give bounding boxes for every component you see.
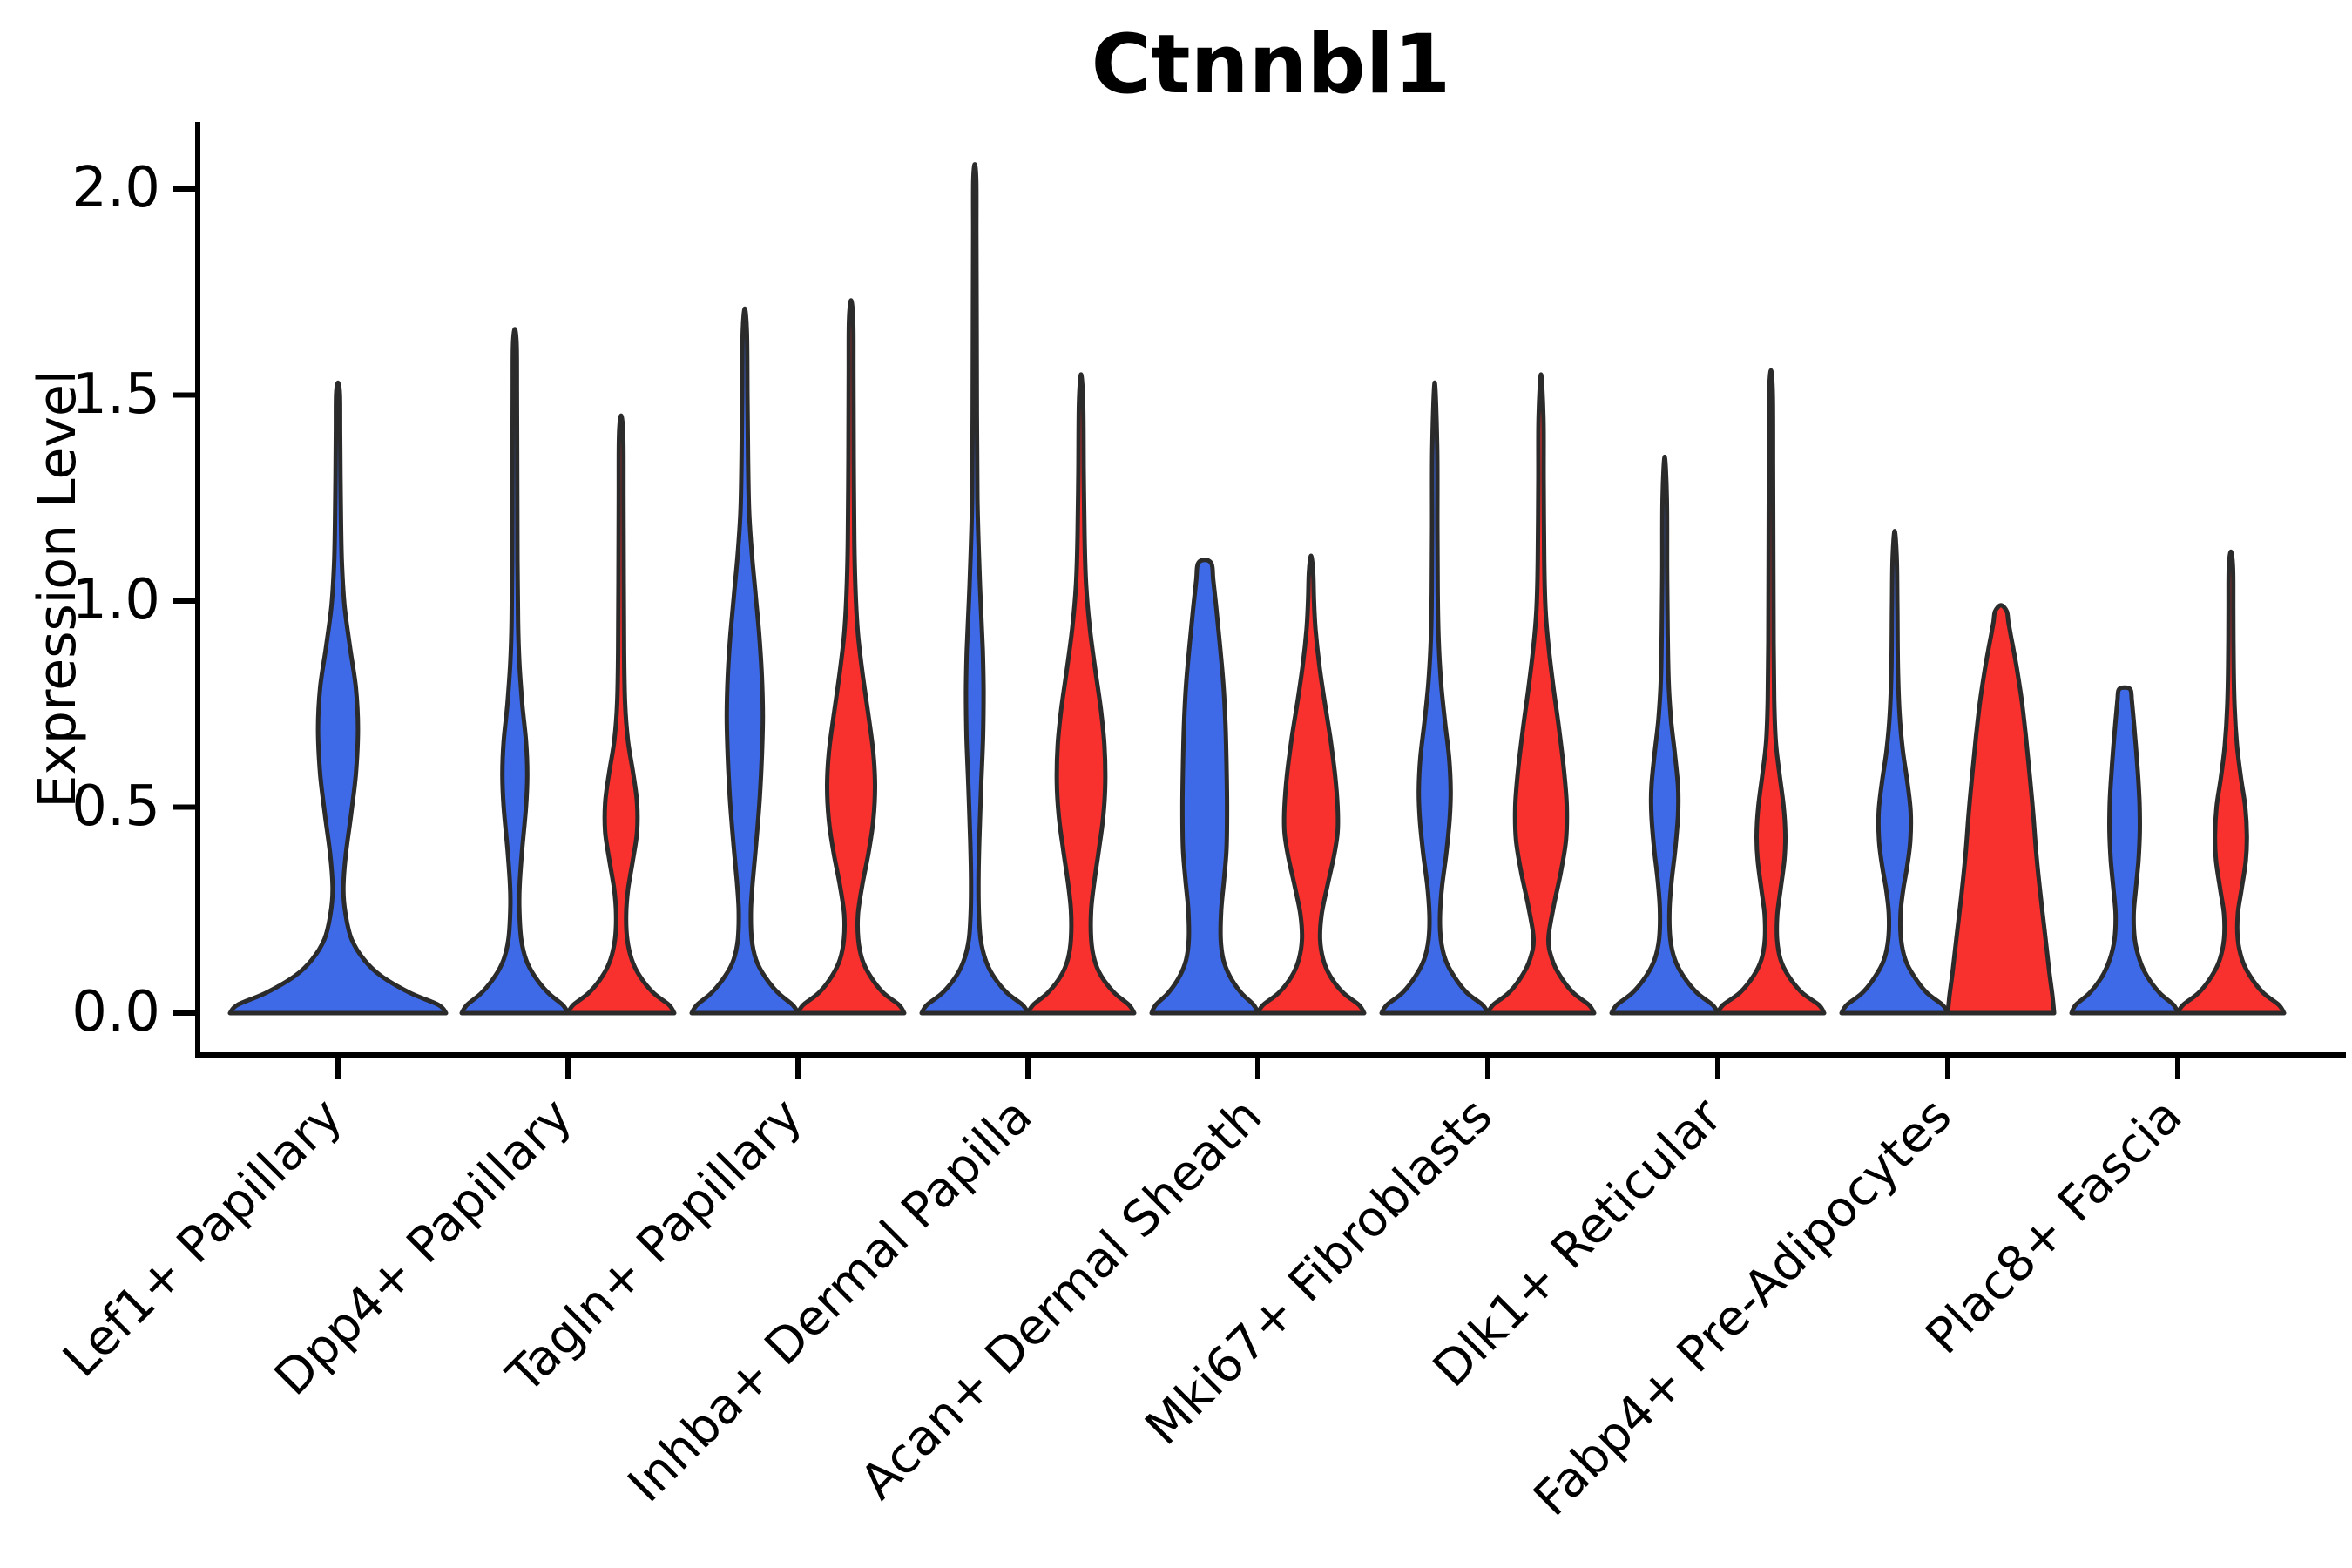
violin-red	[795, 298, 907, 1016]
violin-red	[2175, 549, 2287, 1016]
chart-title: Ctnnbl1	[1091, 17, 1451, 112]
violin-red	[565, 413, 677, 1016]
violin-blue	[1379, 380, 1490, 1016]
violin-blue	[919, 162, 1031, 1016]
violin-blue	[227, 380, 449, 1016]
violin-blue	[689, 306, 801, 1016]
violin-red	[1485, 372, 1597, 1016]
violin-red	[1945, 603, 2057, 1016]
y-tick-label: 0.0	[71, 980, 160, 1044]
violin-red	[1715, 368, 1827, 1016]
y-tick-label: 0.5	[71, 774, 160, 839]
violin-blue	[459, 327, 571, 1016]
y-tick-label: 1.5	[71, 362, 160, 427]
violin-blue	[1149, 558, 1260, 1016]
violin-blue	[2069, 685, 2180, 1016]
violin-red	[1025, 372, 1137, 1016]
violin-blue	[1609, 454, 1720, 1016]
y-tick-label: 2.0	[71, 156, 160, 220]
violin-red	[1255, 553, 1367, 1016]
y-tick-label: 1.0	[71, 568, 160, 632]
violin-blue	[1839, 529, 1950, 1016]
